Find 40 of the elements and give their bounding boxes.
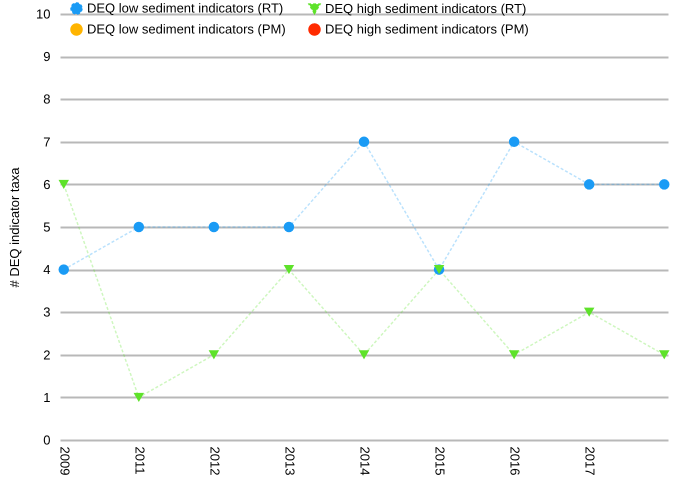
y-tick-label: 4 — [43, 262, 50, 278]
x-tick-label: 2014 — [358, 446, 372, 476]
y-axis-title: # DEQ indicator taxa — [7, 166, 22, 288]
y-tick-label: 3 — [43, 304, 50, 320]
x-tick-label: 2015 — [432, 446, 448, 476]
y-tick-label: 6 — [43, 176, 50, 192]
y-tick-label: 5 — [43, 220, 50, 234]
point — [284, 265, 294, 274]
x-tick-label: 2011 — [132, 446, 148, 474]
point — [508, 350, 520, 360]
x-tick-label: 2012 — [207, 446, 222, 476]
y-tick-label: 1 — [43, 390, 50, 405]
x-tick-label: 2017 — [582, 446, 598, 476]
point — [208, 222, 220, 232]
point — [284, 222, 294, 232]
y-tick-label: 8 — [43, 92, 50, 107]
y-tick-label: 10 — [36, 6, 50, 22]
point — [508, 136, 520, 148]
legend-label: DEQ low sediment indicators (RT) — [87, 0, 284, 16]
point — [659, 179, 670, 190]
legend-label: DEQ high sediment indicators (RT) — [325, 0, 526, 16]
point — [58, 264, 69, 275]
legend-label: DEQ high sediment indicators (PM) — [325, 22, 529, 36]
point — [208, 350, 220, 360]
x-tick-label: 2013 — [282, 446, 298, 476]
y-tick-label: 2 — [43, 347, 50, 362]
point — [134, 222, 144, 232]
x-tick-label: 2009 — [57, 446, 72, 476]
legend-label: DEQ low sediment indicators (PM) — [87, 22, 286, 36]
point — [584, 179, 594, 190]
point — [58, 180, 69, 189]
point — [358, 136, 370, 148]
x-tick-label: 2016 — [508, 446, 523, 476]
point — [659, 350, 670, 360]
point — [134, 392, 144, 402]
point — [358, 350, 370, 360]
y-tick-label: 9 — [43, 49, 50, 64]
y-tick-label: 7 — [43, 134, 50, 150]
point — [584, 308, 594, 317]
y-tick-label: 0 — [43, 432, 50, 448]
